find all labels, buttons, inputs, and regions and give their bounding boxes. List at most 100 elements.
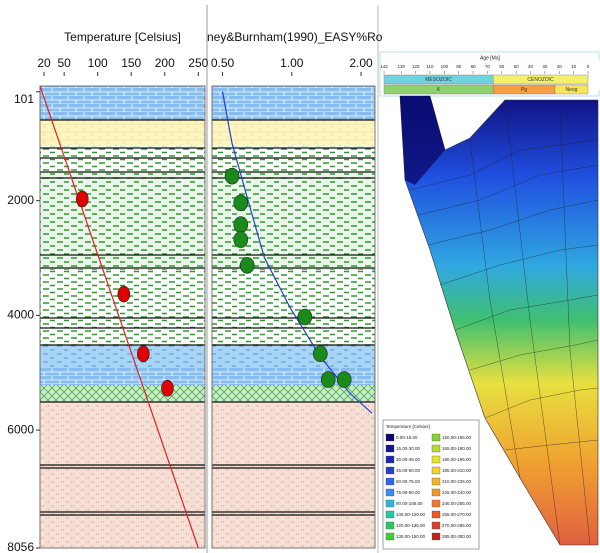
legend-label: 285.00-300.00 [442,534,472,539]
legend-label: 240.00-255.00 [442,501,472,506]
x-tick-label: 50 [57,56,71,70]
x-tick-label: 130 [397,64,405,69]
legend-label: 90.00-105.00 [396,501,423,506]
legend-swatch [432,522,440,529]
lithology-layer [212,120,375,146]
lithology-layer [212,86,375,120]
data-point [240,257,254,273]
legend-swatch [432,500,440,507]
legend-swatch [432,456,440,463]
legend-swatch [432,467,440,474]
legend-label: 75.00-90.00 [396,490,421,495]
legend-label: 255.00-270.00 [442,512,472,517]
y-tick-label: 2000 [7,193,34,207]
x-tick-label: 2.00 [349,56,373,70]
data-point [234,232,248,248]
period-bar-label: Pg [521,87,527,93]
x-tick-label: 60 [499,64,505,69]
legend-swatch [432,445,440,452]
data-point [321,372,335,388]
x-tick-label: 250 [188,56,208,70]
legend-swatch [386,445,394,452]
legend-label: 195.00-210.00 [442,468,472,473]
legend-swatch [432,478,440,485]
era-bar-label: MESOZOIC [425,77,452,83]
x-axis-label: Age [Ma] [480,55,501,61]
legend-swatch [432,489,440,496]
x-tick-label: 0.50 [211,56,235,70]
x-tick-label: 110 [426,64,434,69]
legend-label: 180.00-195.00 [442,457,472,462]
legend-title: Temperature [Celsius] [386,424,430,429]
lithology-layer [40,86,205,120]
x-tick-label: 200 [155,56,175,70]
legend-label: 30.00-45.00 [396,457,421,462]
x-tick-label: 100 [88,56,108,70]
x-tick-label: 40 [528,64,534,69]
panel-title: ney&Burnham(1990)_EASY%Ro [207,30,383,44]
legend-swatch [386,511,394,518]
legend-swatch [386,533,394,540]
legend-swatch [386,456,394,463]
legend-swatch [432,533,440,540]
legend-label: 210.00-225.00 [442,479,472,484]
legend-swatch [432,434,440,441]
era-bar-label: CENOZOIC [527,77,554,83]
legend-label: 270.00-285.00 [442,523,472,528]
legend-swatch [386,467,394,474]
legend-label: 15.00-30.00 [396,446,421,451]
lithology-layer [40,270,205,345]
data-point [76,191,88,207]
x-tick-label: 70 [485,64,491,69]
legend-swatch [386,478,394,485]
legend-label: 45.00-60.00 [396,468,421,473]
legend-label: 120.00-135.00 [396,523,426,528]
legend-label: 165.00-180.00 [442,446,472,451]
x-tick-label: 50 [514,64,520,69]
lithology-layer [40,402,205,548]
data-point [225,168,239,184]
x-tick-label: 142 [380,64,388,69]
data-point [118,286,130,302]
legend-label: 150.00-165.00 [442,435,472,440]
data-point [137,346,149,362]
data-point [298,309,312,325]
data-point [234,217,248,233]
x-tick-label: 1.00 [280,56,304,70]
legend-swatch [386,522,394,529]
y-tick-label: 101 [14,92,34,106]
y-tick-label: 4000 [7,308,34,322]
legend-swatch [432,511,440,518]
x-tick-label: 20 [557,64,563,69]
x-tick-label: 120 [412,64,420,69]
legend-swatch [386,489,394,496]
data-point [161,380,173,396]
legend-swatch [386,500,394,507]
lithology-layer [212,270,375,345]
x-tick-label: 150 [121,56,141,70]
x-tick-label: 20 [37,56,51,70]
x-tick-label: 10 [571,64,577,69]
legend-label: 135.00-150.00 [396,534,426,539]
x-tick-label: 30 [542,64,548,69]
x-tick-label: 80 [471,64,477,69]
lithology-layer [40,120,205,146]
data-point [313,346,327,362]
y-tick-label: 6000 [7,422,34,436]
legend-label: 225.00-240.00 [442,490,472,495]
y-tick-label: 8056 [7,540,34,553]
lithology-layer [40,368,205,385]
x-tick-label: 100 [441,64,449,69]
lithology-layer [40,385,205,402]
lithology-layer [212,402,375,548]
period-bar-label: Neog [566,87,578,93]
legend-swatch [386,434,394,441]
legend-label: 105.00-120.00 [396,512,426,517]
lithology-layer [212,345,375,368]
legend-label: 60.00-75.00 [396,479,421,484]
lithology-layer [40,345,205,368]
legend-label: 0.00-15.00 [396,435,418,440]
x-tick-label: 90 [456,64,462,69]
panel-title: Temperature [Celsius] [64,30,181,44]
data-point [234,195,248,211]
